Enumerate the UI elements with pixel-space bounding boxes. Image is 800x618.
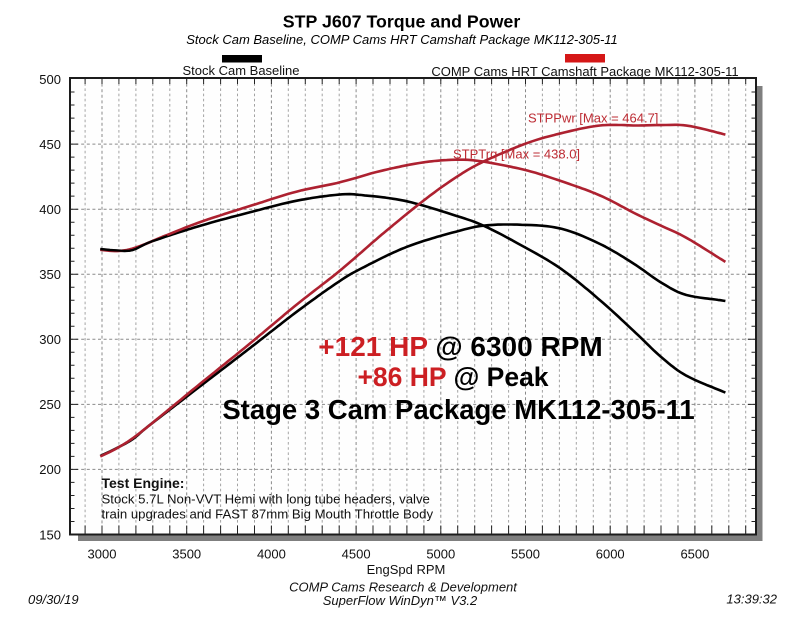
svg-text:Stage 3 Cam Package MK112-305-: Stage 3 Cam Package MK112-305-11 bbox=[222, 394, 694, 425]
svg-text:250: 250 bbox=[39, 397, 61, 412]
svg-text:Stock 5.7L Non-VVT Hemi with l: Stock 5.7L Non-VVT Hemi with long tube h… bbox=[102, 492, 430, 507]
svg-text:Stock Cam Baseline: Stock Cam Baseline bbox=[182, 63, 299, 78]
svg-text:450: 450 bbox=[39, 137, 61, 152]
svg-text:400: 400 bbox=[39, 202, 61, 217]
svg-text:COMP Cams HRT Camshaft Package: COMP Cams HRT Camshaft Package MK112-305… bbox=[431, 64, 738, 79]
svg-text:train upgrades and FAST 87mm B: train upgrades and FAST 87mm Big Mouth T… bbox=[102, 507, 434, 522]
svg-text:350: 350 bbox=[39, 267, 61, 282]
svg-text:200: 200 bbox=[39, 462, 61, 477]
svg-text:6500: 6500 bbox=[680, 547, 709, 562]
svg-text:6000: 6000 bbox=[596, 547, 625, 562]
svg-text:Test Engine:: Test Engine: bbox=[102, 475, 185, 491]
svg-text:3000: 3000 bbox=[88, 547, 117, 562]
svg-text:5000: 5000 bbox=[426, 547, 455, 562]
svg-text:4500: 4500 bbox=[342, 547, 371, 562]
svg-text:COMP Cams Research & Developme: COMP Cams Research & Development bbox=[289, 580, 518, 595]
svg-text:5500: 5500 bbox=[511, 547, 540, 562]
svg-text:300: 300 bbox=[39, 332, 61, 347]
svg-text:STPPwr [Max = 464.7]: STPPwr [Max = 464.7] bbox=[528, 111, 658, 126]
svg-text:3500: 3500 bbox=[172, 547, 201, 562]
svg-text:500: 500 bbox=[39, 72, 61, 87]
svg-text:STPTrq [Max = 438.0]: STPTrq [Max = 438.0] bbox=[453, 147, 580, 162]
svg-text:SuperFlow WinDyn™ V3.2: SuperFlow WinDyn™ V3.2 bbox=[323, 593, 478, 608]
svg-text:+121 HP @ 6300 RPM: +121 HP @ 6300 RPM bbox=[318, 331, 602, 362]
svg-text:+86 HP @ Peak: +86 HP @ Peak bbox=[357, 362, 548, 392]
svg-text:EngSpd RPM: EngSpd RPM bbox=[367, 562, 446, 577]
svg-text:13:39:32: 13:39:32 bbox=[726, 592, 777, 607]
svg-text:Stock Cam Baseline, COMP Cams: Stock Cam Baseline, COMP Cams HRT Camsha… bbox=[186, 32, 618, 47]
svg-text:STP J607 Torque and Power: STP J607 Torque and Power bbox=[283, 12, 521, 32]
svg-text:150: 150 bbox=[39, 527, 61, 542]
svg-text:4000: 4000 bbox=[257, 547, 286, 562]
svg-text:09/30/19: 09/30/19 bbox=[28, 592, 79, 607]
